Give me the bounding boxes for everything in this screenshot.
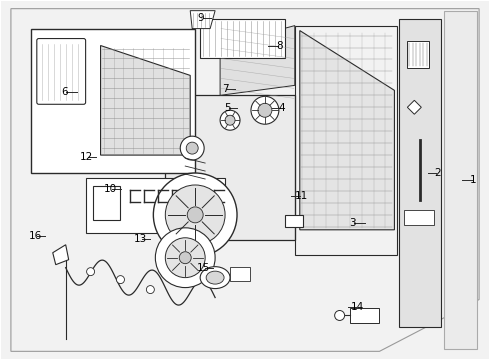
Circle shape [335,310,344,320]
Polygon shape [100,45,190,155]
Circle shape [117,276,124,284]
Bar [230,267,250,280]
Ellipse shape [200,267,230,289]
Bar [93,186,121,220]
Polygon shape [407,100,421,114]
Circle shape [153,173,237,257]
FancyBboxPatch shape [37,39,86,104]
Text: 11: 11 [294,191,308,201]
Text: 16: 16 [28,231,42,240]
Circle shape [147,285,154,293]
Circle shape [179,252,191,264]
Circle shape [220,110,240,130]
Circle shape [155,228,215,288]
Text: 6: 6 [61,87,68,97]
Circle shape [251,96,279,124]
Circle shape [186,142,198,154]
Polygon shape [165,95,295,240]
Text: 9: 9 [198,13,204,23]
Bar [200,19,285,58]
Bar [404,210,434,225]
Circle shape [187,207,203,223]
Text: 12: 12 [80,152,93,162]
Text: 4: 4 [278,103,285,113]
Circle shape [87,268,95,276]
Bar [349,307,379,323]
Text: 2: 2 [435,168,441,178]
Bar [407,41,429,68]
Text: 3: 3 [349,218,356,228]
Polygon shape [11,9,479,351]
Bar [285,215,303,227]
Circle shape [258,103,272,117]
Polygon shape [53,245,69,265]
Circle shape [165,185,225,245]
Bar [295,26,397,255]
Text: 14: 14 [351,302,364,312]
Text: 13: 13 [133,234,147,244]
Text: 5: 5 [224,103,231,113]
Circle shape [225,115,235,125]
Bar [31,28,195,173]
Text: 10: 10 [104,184,117,194]
Ellipse shape [206,271,224,284]
Bar [444,11,477,349]
Bar [399,19,441,328]
Polygon shape [190,11,215,28]
Text: 15: 15 [197,263,210,273]
Polygon shape [220,26,295,95]
Circle shape [180,136,204,160]
Text: 8: 8 [276,41,282,50]
Text: 1: 1 [470,175,477,185]
Circle shape [165,238,205,278]
Polygon shape [300,31,394,230]
Text: 7: 7 [222,84,229,94]
Bar [86,178,225,233]
